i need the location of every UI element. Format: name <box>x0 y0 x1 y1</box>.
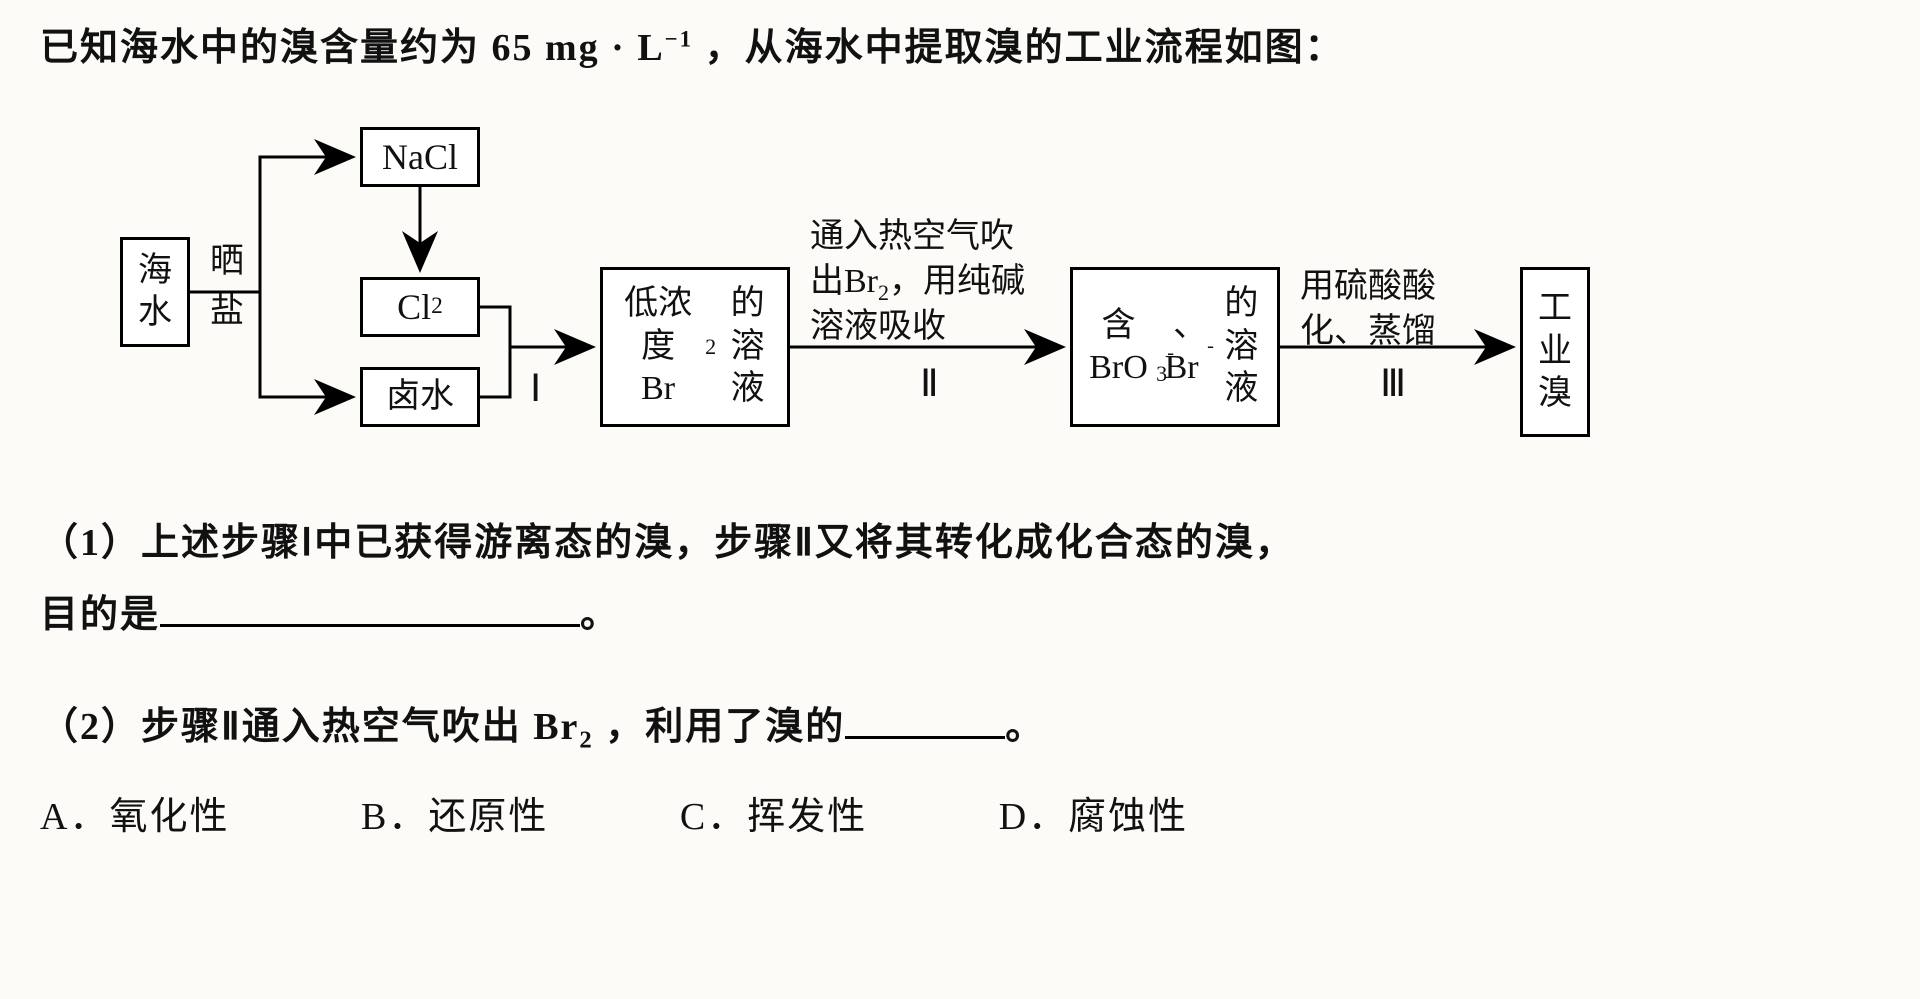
arrow-4 <box>480 307 510 347</box>
box-cl2: Cl2 <box>360 277 480 337</box>
arrow-2 <box>260 292 350 397</box>
option-c[interactable]: C．挥发性 <box>680 796 927 838</box>
box-seawater: 海水 <box>120 237 190 347</box>
label-step3b: 化、蒸馏 <box>1300 312 1436 353</box>
label-step2a: 通入热空气吹 <box>810 217 1014 258</box>
box-brine: 卤水 <box>360 367 480 427</box>
label-step2b: 出Br2，用纯碱 <box>810 262 1025 306</box>
option-b[interactable]: B．还原性 <box>361 796 608 838</box>
label-step3a: 用硫酸酸 <box>1300 267 1436 308</box>
label-I: Ⅰ <box>530 367 541 413</box>
box-nacl: NaCl <box>360 127 480 187</box>
label-yan: 盐 <box>210 292 244 333</box>
flow-diagram: 海水 NaCl Cl2 卤水 低浓度Br2的溶液 含BrO3- 、Br-的溶液 工业溴 晒盐… <box>100 107 1700 467</box>
box-lowbr2: 低浓度Br2的溶液 <box>600 267 790 427</box>
arrow-1 <box>260 157 350 292</box>
intro-text: 已知海水中的溴含量约为 65 mg · L−1 ，从海水中提取溴的工业流程如图： <box>40 20 1880 77</box>
option-a[interactable]: A．氧化性 <box>40 796 289 838</box>
option-d[interactable]: D．腐蚀性 <box>999 796 1248 838</box>
label-III: Ⅲ <box>1380 362 1406 408</box>
box-product: 工业溴 <box>1520 267 1590 437</box>
question-1: （1）上述步骤Ⅰ中已获得游离态的溴，步骤Ⅱ又将其转化成化合态的溴，目的是。 <box>40 507 1880 651</box>
label-step2c: 溶液吸收 <box>810 307 946 348</box>
label-shai: 晒 <box>210 242 244 283</box>
options-row: A．氧化性 B．还原性 C．挥发性 D．腐蚀性 <box>40 785 1880 840</box>
page-root: 已知海水中的溴含量约为 65 mg · L−1 ，从海水中提取溴的工业流程如图：… <box>0 0 1920 999</box>
question-2: （2）步骤Ⅱ通入热空气吹出 Br2 ，利用了溴的。 <box>40 691 1880 765</box>
label-II: Ⅱ <box>920 362 939 408</box>
box-bro3: 含BrO3- 、Br-的溶液 <box>1070 267 1280 427</box>
